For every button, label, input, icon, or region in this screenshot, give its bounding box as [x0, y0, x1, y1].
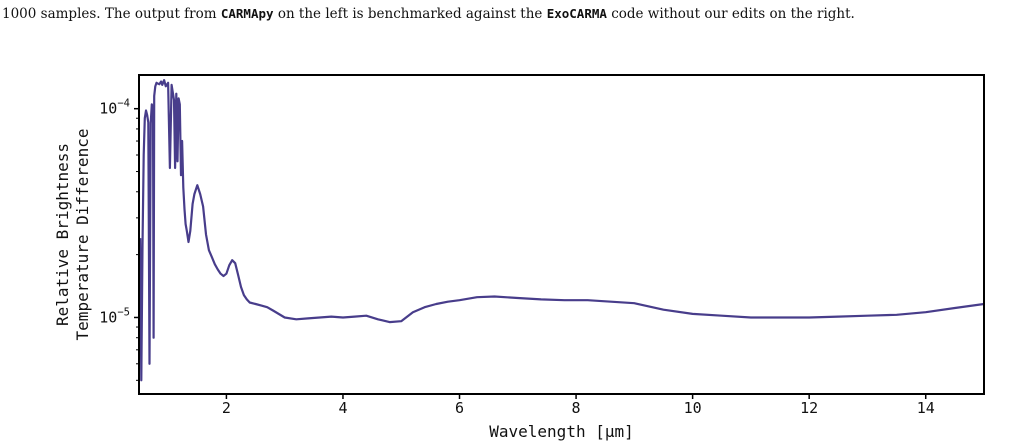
plot-area: [139, 79, 984, 382]
x-tick-label: 8: [572, 399, 581, 417]
x-tick-label: 4: [338, 399, 347, 417]
x-tick-label: 10: [684, 399, 702, 417]
x-tick-label: 6: [455, 399, 464, 417]
caption-text-2: on the left is benchmarked against the: [273, 6, 547, 22]
y-axis-label-line: Temperature Difference: [73, 129, 92, 341]
series-line-0: [139, 79, 984, 382]
caption-text-3: code without our edits on the right.: [606, 6, 855, 22]
caption-code-exocarma: ExoCARMA: [546, 6, 607, 21]
x-tick-label: 2: [222, 399, 231, 417]
y-tick-label: 10−4: [99, 98, 130, 118]
caption-text-1: 1000 samples. The output from: [2, 6, 221, 22]
axes-frame: [138, 74, 985, 395]
y-axis-label: Relative BrightnessTemperature Differenc…: [53, 129, 92, 341]
x-axis-label: Wavelength [μm]: [489, 422, 634, 441]
y-axis-label-line: Relative Brightness: [53, 143, 72, 326]
x-tick-label: 12: [800, 399, 818, 417]
caption-code-carmapy: CARMApy: [220, 6, 274, 21]
y-tick-label: 10−5: [99, 306, 130, 326]
x-tick-label: 14: [917, 399, 935, 417]
y-axis: 10−4 10−5: [99, 98, 139, 381]
x-axis: 2 4 6 8 10 12 14: [222, 394, 935, 417]
figure-caption: 1000 samples. The output from CARMApy on…: [2, 5, 1026, 23]
